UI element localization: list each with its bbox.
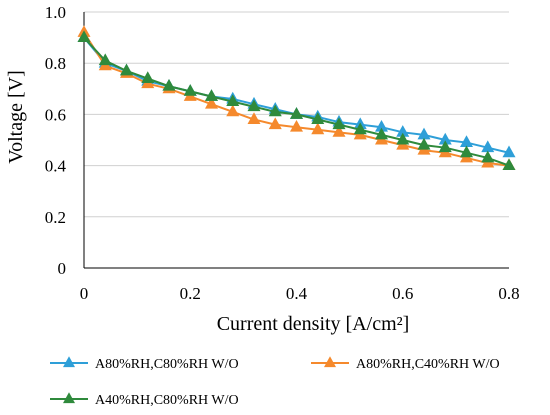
data-point [396, 132, 410, 145]
data-point [290, 119, 303, 132]
data-point [268, 117, 282, 130]
y-tick-label: 0.2 [45, 208, 66, 227]
y-tick-labels: 0 0.2 0.4 0.6 0.8 1.0 [45, 3, 67, 278]
data-point [162, 78, 176, 91]
data-point [332, 125, 346, 137]
data-point [502, 145, 516, 158]
y-tick-label: 0.4 [45, 157, 67, 176]
data-point [77, 30, 91, 43]
legend-item: A40%RH,C80%RH W/O [50, 392, 239, 408]
legend: A80%RH,C80%RH W/O A80%RH,C40%RH W/O A40%RH… [50, 356, 500, 408]
legend-item: A80%RH,C80%RH W/O [50, 356, 239, 372]
data-point [353, 122, 367, 135]
data-point [98, 53, 112, 66]
data-point [226, 94, 240, 107]
y-tick-label: 1.0 [45, 3, 66, 22]
legend-label: A40%RH,C80%RH W/O [95, 393, 239, 408]
legend-marker [324, 356, 336, 368]
data-point [120, 63, 133, 76]
series-3 [77, 30, 516, 171]
data-point [141, 71, 155, 84]
data-point [460, 135, 473, 148]
x-tick-label: 0.4 [286, 284, 308, 303]
data-point [290, 107, 303, 119]
x-axis-title: Current density [A/cm²] [217, 313, 410, 335]
data-point [311, 112, 325, 124]
data-point [502, 158, 516, 171]
x-tick-labels: 0 0.2 0.4 0.6 0.8 [80, 284, 520, 303]
data-point [460, 145, 473, 158]
data-point [332, 117, 346, 130]
data-point [183, 84, 197, 96]
data-point [417, 137, 431, 150]
legend-label: A80%RH,C80%RH W/O [95, 357, 239, 372]
x-tick-label: 0.2 [180, 284, 201, 303]
y-tick-label: 0.8 [45, 54, 66, 73]
data-point [247, 99, 261, 112]
x-tick-label: 0.8 [498, 284, 519, 303]
data-point [438, 132, 452, 145]
data-point [438, 140, 452, 153]
data-point [205, 89, 218, 101]
axes [83, 12, 509, 269]
data-point [205, 96, 218, 109]
data-point [481, 140, 495, 153]
series-1 [77, 30, 516, 158]
legend-item: A80%RH,C40%RH W/O [311, 356, 500, 372]
y-tick-label: 0.6 [45, 105, 66, 124]
data-point [417, 127, 431, 140]
data-point [311, 122, 325, 135]
data-point [375, 127, 388, 140]
x-tick-label: 0 [80, 284, 89, 303]
data-point [375, 119, 388, 132]
x-tick-label: 0.6 [392, 284, 413, 303]
data-point [481, 150, 495, 163]
data-point [396, 125, 410, 137]
legend-label: A80%RH,C40%RH W/O [356, 357, 500, 372]
data-point [268, 104, 282, 117]
data-point [247, 112, 261, 124]
legend-marker [63, 356, 75, 368]
data-point [226, 104, 240, 117]
legend-marker [63, 392, 75, 404]
y-axis-title: Voltage [V] [5, 70, 27, 164]
data-series [77, 25, 516, 171]
y-tick-label: 0 [58, 259, 67, 278]
